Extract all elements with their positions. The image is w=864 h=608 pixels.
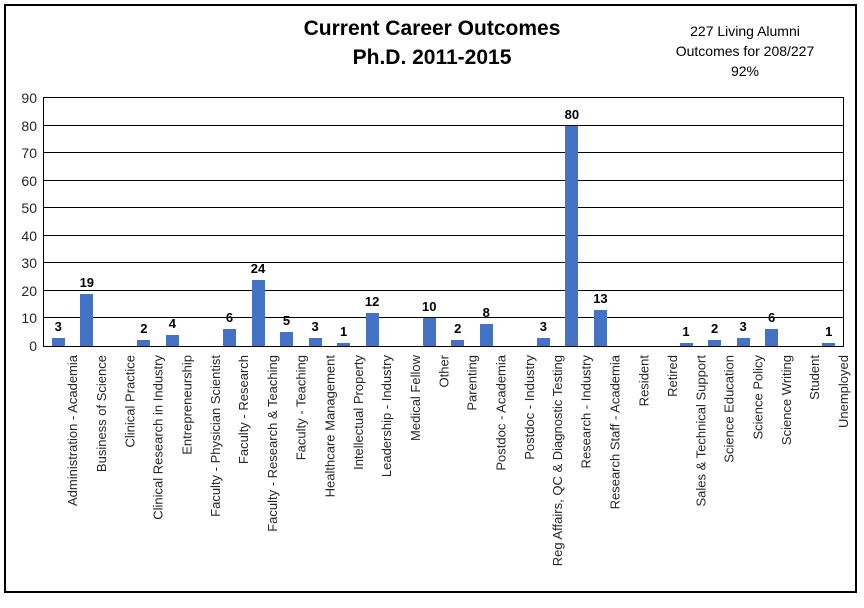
category-label: Administration - Academia — [65, 355, 81, 507]
chart-title-line-1: Current Career Outcomes — [303, 17, 561, 40]
category-label: Research - Industry — [578, 355, 594, 469]
y-tick-label-50: 50 — [21, 200, 37, 217]
bar-value-label: 1 — [825, 324, 833, 339]
category-label: Research Staff - Academia — [607, 355, 623, 510]
bar-value-label: 8 — [482, 305, 490, 320]
bar-value-label: 13 — [593, 291, 608, 306]
alumni-annotation: 227 Living Alumni Outcomes for 208/227 9… — [655, 21, 835, 81]
bar-value-label: 6 — [768, 310, 776, 325]
bar-value-label: 3 — [311, 319, 319, 334]
category-label: Intellectual Property — [350, 355, 366, 470]
category-label: Faculty - Physician Scientist — [207, 355, 223, 517]
category-label: Business of Science — [93, 355, 109, 473]
chart-title-line-2: Ph.D. 2011-2015 — [352, 46, 512, 69]
category-label: Clinical Practice — [122, 355, 138, 448]
bar — [137, 340, 151, 346]
category-label: Retired — [664, 355, 680, 397]
bar — [451, 340, 465, 346]
bar — [565, 126, 579, 346]
category-label: Medical Fellow — [407, 355, 423, 441]
y-tick-label-60: 60 — [21, 172, 37, 189]
bar — [280, 332, 294, 346]
bar-value-label: 2 — [710, 321, 719, 336]
category-label: Clinical Research in Industry — [150, 355, 166, 520]
chart-title: Current Career Outcomes Ph.D. 2011-2015 — [0, 14, 864, 72]
bar — [679, 343, 693, 346]
bar — [365, 313, 379, 346]
bar — [422, 318, 436, 346]
y-tick-label-90: 90 — [21, 90, 37, 106]
bar-value-label: 5 — [282, 313, 291, 328]
bar — [308, 338, 322, 346]
gridline-30 — [44, 262, 843, 264]
bar-value-label: 80 — [564, 107, 580, 122]
category-label: Student — [807, 355, 823, 400]
category-label: Unemployed — [835, 355, 851, 428]
gridline-50 — [44, 207, 843, 209]
bar-value-label: 12 — [364, 294, 380, 309]
bar — [736, 338, 750, 346]
bar — [822, 343, 836, 346]
bar-value-label: 2 — [140, 321, 148, 336]
bar — [765, 329, 779, 346]
plot-area: 0 10 20 30 40 50 60 70 80 90 3 Administration - Aca… — [21, 91, 850, 566]
bar — [479, 324, 493, 346]
annotation-line-1: 227 Living Alumni — [690, 23, 800, 39]
bar — [708, 340, 722, 346]
bar-value-label: 3 — [739, 319, 747, 334]
category-label: Faculty - Research — [236, 355, 252, 465]
category-label: Reg Affairs, QC & Diagnostic Testing — [550, 355, 566, 567]
category-label: Faculty - Teaching — [293, 355, 309, 461]
y-tick-label-80: 80 — [21, 117, 37, 134]
bar — [251, 280, 265, 346]
annotation-line-3: 92% — [730, 63, 760, 79]
category-label: Science Education — [721, 355, 737, 463]
bar-value-label: 1 — [340, 324, 348, 339]
annotation-line-2: Outcomes for 208/227 — [675, 43, 815, 59]
category-label: Faculty - Research & Teaching — [265, 355, 281, 532]
bar — [593, 310, 607, 346]
y-tick-label-40: 40 — [21, 227, 37, 244]
gridline-60 — [44, 179, 843, 181]
bar-value-label: 24 — [250, 261, 266, 276]
category-label: Postdoc - Industry — [521, 355, 537, 460]
bar-value-label: 3 — [54, 319, 62, 334]
category-label: Healthcare Management — [322, 355, 338, 498]
y-tick-label-10: 10 — [21, 310, 37, 327]
y-tick-label-20: 20 — [21, 282, 37, 299]
category-label: Entrepreneurship — [179, 355, 195, 455]
bar-value-label: 3 — [539, 319, 547, 334]
bar-value-label: 4 — [168, 316, 177, 331]
gridline-10 — [44, 317, 843, 319]
category-label: Sales & Technical Support — [693, 355, 709, 507]
gridline-70 — [44, 152, 843, 154]
bar — [222, 329, 236, 346]
y-tick-label-70: 70 — [21, 145, 37, 162]
category-label: Science Policy — [750, 355, 766, 440]
gridline-20 — [44, 289, 843, 291]
gridline-80 — [44, 124, 843, 126]
bar-value-label: 6 — [225, 310, 234, 325]
category-label: Leadership - Industry — [379, 355, 395, 478]
y-tick-label-30: 30 — [21, 255, 37, 272]
bar — [80, 294, 94, 346]
bar — [165, 335, 179, 346]
category-label: Resident — [635, 355, 651, 407]
bar-value-label: 1 — [682, 324, 690, 339]
category-label: Other — [436, 355, 452, 388]
bar — [337, 343, 351, 346]
category-label: Science Writing — [778, 355, 794, 446]
bar — [536, 338, 550, 346]
bar-value-label: 19 — [79, 275, 95, 290]
category-label: Parenting — [464, 355, 480, 411]
y-tick-label-0: 0 — [29, 338, 37, 354]
gridline-40 — [44, 234, 843, 236]
bar-value-label: 10 — [421, 299, 437, 314]
bar — [51, 338, 65, 346]
category-label: Postdoc - Academia — [493, 355, 509, 471]
bar-value-label: 2 — [454, 321, 462, 336]
